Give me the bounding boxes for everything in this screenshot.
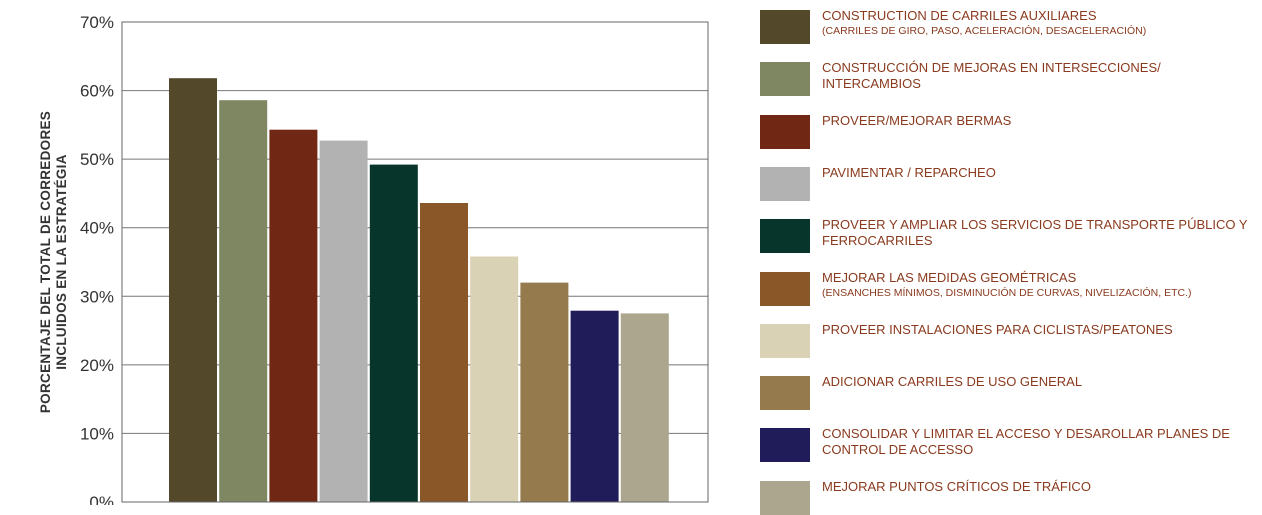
legend-text: ADICIONAR CARRILES DE USO GENERAL xyxy=(822,374,1262,390)
bar xyxy=(169,78,217,502)
legend-text: PAVIMENTAR / REPARCHEO xyxy=(822,165,1262,181)
y-axis-label-line1: PORCENTAJE DEL TOTAL DE CORREDORES xyxy=(38,111,53,413)
legend-swatch xyxy=(760,428,810,463)
y-tick-label: 60% xyxy=(80,82,114,101)
y-tick-label: 70% xyxy=(80,13,114,32)
legend-swatch xyxy=(760,480,810,515)
legend-label: ADICIONAR CARRILES DE USO GENERAL xyxy=(822,374,1083,390)
legend-item: PROVEER Y AMPLIAR LOS SERVICIOS DE TRANS… xyxy=(760,217,1262,254)
bar xyxy=(620,313,669,502)
legend-item: CONSTRUCCIÓN DE MEJORAS EN INTERSECCIONE… xyxy=(760,60,1262,97)
y-tick-label: 40% xyxy=(80,219,114,238)
legend-label: CONSOLIDAR Y LIMITAR EL ACCESO Y DESAROL… xyxy=(822,426,1230,458)
legend-item: MEJORAR LAS MEDIDAS GEOMÉTRICAS (ENSANCHE… xyxy=(760,270,1260,306)
legend-item: PROVEER INSTALACIONES PARA CICLISTAS/PEA… xyxy=(760,322,1260,358)
bar-chart: 0% 10% 20% 30% 40% 50% 60% 70% PORCENTAJE DEL T… xyxy=(38,13,709,505)
bars xyxy=(169,78,669,502)
bar xyxy=(269,129,318,502)
bar xyxy=(369,164,418,502)
legend-item: PAVIMENTAR / REPARCHEO xyxy=(760,165,1260,201)
legend-text: PROVEER/MEJORAR BERMAS xyxy=(822,113,1262,129)
y-tick-label: 20% xyxy=(80,356,114,375)
legend-text: CONSTRUCCIÓN DE MEJORAS EN INTERSECCIONE… xyxy=(822,60,1262,92)
legend-text: MEJORAR LAS MEDIDAS GEOMÉTRICAS (ENSANCHE… xyxy=(822,270,1262,301)
legend-swatch xyxy=(760,114,810,149)
bar xyxy=(319,140,368,502)
legend-text: MEJORAR PUNTOS CRÍTICOS DE TRÁFICO xyxy=(822,479,1262,495)
legend-label: MEJORAR LAS MEDIDAS GEOMÉTRICAS xyxy=(822,269,1077,285)
bar xyxy=(420,203,468,502)
legend-sublabel: (CARRILES DE GIRO, PASO, ACELERACIÓN, DE… xyxy=(822,25,1147,37)
y-axis-label-line2: INCLUIDOS EN LA ESTRATÉGIA xyxy=(54,154,69,370)
legend-item: PROVEER/MEJORAR BERMAS xyxy=(760,113,1260,149)
plot-frame xyxy=(121,21,709,503)
y-tick-label: 30% xyxy=(80,287,114,306)
y-tick-label: 0% xyxy=(89,493,114,505)
legend-item: MEJORAR PUNTOS CRÍTICOS DE TRÁFICO xyxy=(760,479,1260,515)
legend-item: CONSOLIDAR Y LIMITAR EL ACCESO Y DESAROL… xyxy=(760,426,1262,463)
bar xyxy=(470,256,519,502)
legend-swatch xyxy=(760,271,810,306)
legend-text: CONSTRUCTION DE CARRILES AUXILIARES (CARR… xyxy=(822,8,1262,39)
legend-label: PROVEER INSTALACIONES PARA CICLISTAS/PEA… xyxy=(822,321,1173,337)
legend-swatch xyxy=(760,376,810,411)
legend-swatch xyxy=(760,323,810,358)
legend-text: CONSOLIDAR Y LIMITAR EL ACCESO Y DESAROL… xyxy=(822,426,1262,458)
y-tick-label: 10% xyxy=(80,424,114,443)
legend-item: ADICIONAR CARRILES DE USO GENERAL xyxy=(760,374,1262,411)
bar xyxy=(219,100,268,502)
legend-text: PROVEER Y AMPLIAR LOS SERVICIOS DE TRANS… xyxy=(822,217,1262,249)
legend-swatch xyxy=(760,219,810,254)
legend-item: CONSTRUCTION DE CARRILES AUXILIARES (CARR… xyxy=(760,8,1260,44)
bar xyxy=(520,282,569,502)
legend-swatch xyxy=(760,10,810,44)
legend-label: PROVEER Y AMPLIAR LOS SERVICIOS DE TRANS… xyxy=(822,217,1248,249)
y-axis-ticks: 0% 10% 20% 30% 40% 50% 60% 70% xyxy=(80,13,114,505)
legend-swatch xyxy=(760,166,810,201)
legend-label: CONSTRUCTION DE CARRILES AUXILIARES xyxy=(822,8,1097,23)
legend-sublabel: (ENSANCHES MÍNIMOS, DISMINUCIÓN DE CURVA… xyxy=(822,286,1192,299)
legend-label: PROVEER/MEJORAR BERMAS xyxy=(822,112,1012,128)
y-tick-label: 50% xyxy=(80,150,114,169)
legend-label: MEJORAR PUNTOS CRÍTICOS DE TRÁFICO xyxy=(822,478,1091,494)
legend-swatch xyxy=(760,62,810,97)
bar xyxy=(570,310,619,502)
legend-text: PROVEER INSTALACIONES PARA CICLISTAS/PEA… xyxy=(822,322,1262,338)
legend-label: PAVIMENTAR / REPARCHEO xyxy=(822,164,996,180)
legend-label: CONSTRUCCIÓN DE MEJORAS EN INTERSECCIONE… xyxy=(822,60,1161,92)
